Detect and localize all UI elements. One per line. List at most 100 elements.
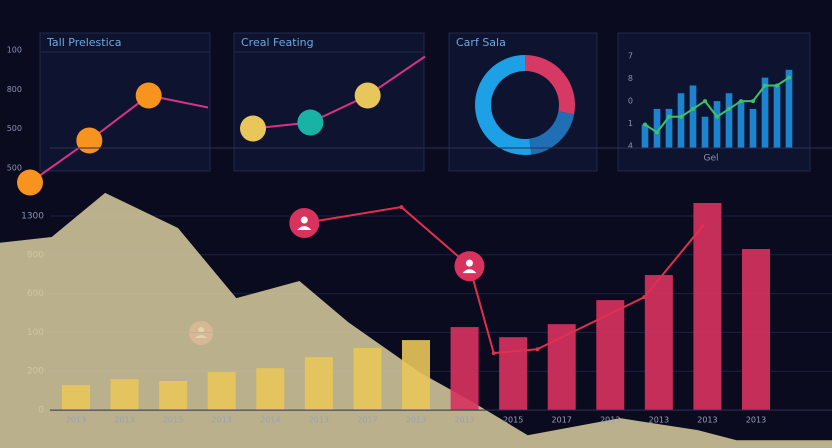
point [491,351,496,356]
line [29,94,209,184]
point [691,106,695,111]
point [643,122,647,127]
dot [715,114,719,119]
bar [641,124,649,148]
point [240,115,266,142]
x-tick-label: 2013 [746,416,766,425]
x-tick-label: 2017 [357,416,377,425]
bar [450,327,479,411]
x-tick-label: 2013 [114,416,134,425]
bar [742,249,770,411]
x-tick-label: 2014 [260,416,280,425]
x-tick-label: 2013 [212,416,232,425]
bar [737,101,745,148]
line [252,55,426,130]
dot [642,295,647,300]
x-tick-label: 2013 [649,416,669,425]
y-tick-label: 100 [7,46,22,55]
x-tick-label: 2013 [697,416,717,425]
point [76,127,103,154]
bar [596,300,625,411]
point [535,347,540,352]
point [297,109,324,136]
point [354,82,381,109]
panel-title: Carf Sala [456,36,506,49]
point [787,75,791,80]
dot [700,224,705,229]
point [700,224,705,229]
x-tick-label: 2013 [406,416,426,425]
point [703,99,707,104]
dot [643,122,647,127]
dot [739,99,743,104]
point [763,83,767,88]
bar [159,381,188,411]
point [739,99,743,104]
bar [665,108,673,148]
bar [353,348,382,411]
y-tick-label: 500 [7,164,22,173]
bar [773,85,781,148]
dot [535,347,540,352]
dot [655,130,659,135]
point [642,295,647,300]
bar [653,108,661,148]
bar [677,93,685,148]
bar [785,69,793,148]
bar [207,372,236,411]
icon-head [465,259,473,267]
x-tick-label: 2015 [503,416,523,425]
y-tick-label: 4 [628,142,633,151]
bar [725,93,733,148]
x-tick-label: 2013 [66,416,86,425]
dot [667,114,671,119]
donut-segment [475,55,532,155]
point [399,205,404,210]
y-tick-label: 800 [7,85,22,94]
bar [749,108,757,148]
bar [110,379,139,411]
bar [761,77,769,148]
dot [787,75,791,80]
dot [491,351,496,356]
x-tick-label: 2017 [552,416,572,425]
bar [256,368,285,411]
donut-segment [528,110,575,155]
dot [691,106,695,111]
dot [763,83,767,88]
bar [547,324,576,411]
point [655,130,659,135]
dot [399,205,404,210]
icon-body [462,269,477,274]
point [715,114,719,119]
dot [775,83,779,88]
bar [701,116,709,148]
bar [62,385,90,411]
panel-title: Creal Feating [241,36,314,49]
icon-head [300,216,308,224]
panel [233,32,425,172]
panel-title: Tall Prelestica [46,36,121,49]
axis-label: Gel [703,154,718,164]
icon-body [297,225,312,230]
point-icon [289,207,320,238]
point [679,114,683,119]
y-tick-label: 0 [628,97,633,106]
bar [499,337,528,411]
point [751,99,755,104]
point [727,106,731,111]
dot [751,99,755,104]
dot [703,99,707,104]
bar [644,275,673,411]
donut-segment [524,55,575,115]
bar [713,101,721,148]
point [135,82,162,109]
y-tick-label: 7 [628,52,633,61]
bar [693,202,722,411]
x-tick-label: 2013 [454,416,474,425]
point [775,83,779,88]
point [17,169,43,196]
y-tick-label: 8 [628,74,633,83]
bar [402,340,430,411]
